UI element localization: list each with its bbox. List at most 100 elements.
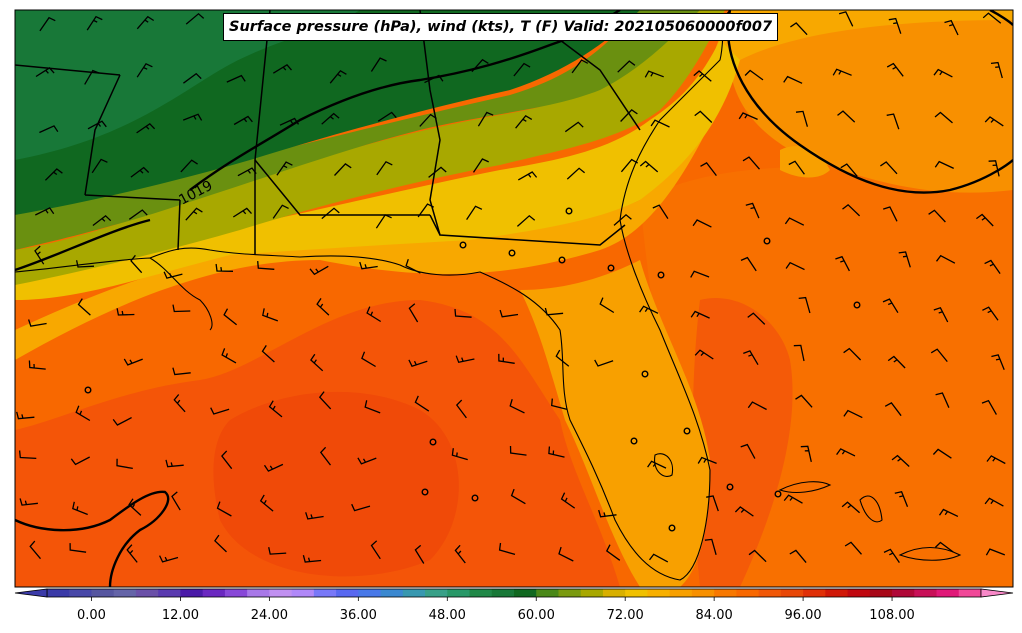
wind-barb xyxy=(617,60,636,73)
wind-barb xyxy=(566,167,586,180)
wind-barb xyxy=(268,547,287,555)
colorbar-swatch xyxy=(647,589,671,597)
wind-barb xyxy=(27,319,47,327)
colorbar-swatch xyxy=(313,589,337,597)
wind-barb xyxy=(930,348,948,363)
wind-barb xyxy=(377,111,397,122)
wind-barb xyxy=(257,261,275,270)
wind-barb xyxy=(648,553,669,563)
wind-barb xyxy=(882,298,899,314)
wind-barb xyxy=(740,443,756,459)
temperature-field-green-northwest xyxy=(15,10,360,160)
temperature-field-yellow xyxy=(15,40,740,300)
wind-barbs xyxy=(16,11,1006,564)
calm-wind-marker xyxy=(84,386,92,394)
wind-barb xyxy=(551,398,568,411)
wind-barb xyxy=(279,117,300,126)
colorbar-tick-label: 24.00 xyxy=(250,608,288,623)
colorbar-swatch xyxy=(625,589,648,597)
calm-wind-marker xyxy=(641,370,649,378)
wind-barb xyxy=(510,488,526,505)
wind-barb xyxy=(216,501,232,517)
map-title: Surface pressure (hPa), wind (kts), T (F… xyxy=(223,13,779,41)
wind-barb xyxy=(800,445,812,463)
wind-barb xyxy=(883,548,900,563)
wind-barb xyxy=(843,409,863,419)
colorbar-swatch xyxy=(869,589,893,597)
colorbar-arrow-left xyxy=(14,588,48,598)
calm-wind-marker xyxy=(668,524,676,532)
wind-barb xyxy=(835,255,850,272)
colorbar-swatch xyxy=(247,589,270,597)
wind-barb xyxy=(887,355,906,369)
wind-barb xyxy=(745,202,760,219)
wind-barb xyxy=(935,254,956,264)
wind-barb xyxy=(594,359,614,367)
colorbar-swatch xyxy=(135,589,159,597)
colorbar-swatch xyxy=(669,589,693,597)
wind-barb xyxy=(221,450,233,470)
wind-barb xyxy=(894,491,909,507)
wind-barb xyxy=(276,161,293,176)
colorbar-swatch xyxy=(447,589,471,597)
wind-barb xyxy=(39,125,59,134)
wind-barb xyxy=(498,542,516,556)
wind-barb xyxy=(934,111,953,124)
wind-barb xyxy=(984,497,1004,507)
colorbar-swatch xyxy=(714,589,737,597)
wind-barb xyxy=(364,400,381,414)
wind-barb xyxy=(984,259,1001,274)
wind-barb xyxy=(982,306,999,321)
wind-barb xyxy=(838,11,854,27)
colorbar-swatch xyxy=(602,589,626,597)
colorbar-swatch xyxy=(180,589,204,597)
wind-barb xyxy=(126,544,138,563)
wind-barb xyxy=(408,303,419,323)
colorbar-swatch xyxy=(69,589,92,597)
wind-barb xyxy=(321,207,340,220)
wind-barb xyxy=(34,245,45,265)
wind-barb xyxy=(748,549,767,563)
wind-barb xyxy=(934,160,954,169)
wind-barb xyxy=(891,454,910,467)
wind-barb xyxy=(742,156,760,170)
colorbar-swatch xyxy=(758,589,782,597)
wind-barb xyxy=(414,395,430,412)
wind-barb xyxy=(263,463,284,472)
calm-wind-marker xyxy=(429,438,437,446)
wind-barb xyxy=(499,309,519,318)
wind-barb xyxy=(471,58,489,73)
wind-barb xyxy=(548,446,565,458)
wind-barb xyxy=(70,456,91,466)
wind-barb xyxy=(639,305,659,314)
colorbar-swatch xyxy=(736,589,760,597)
colorbar-swatch xyxy=(47,589,70,597)
colorbar-tick-label: 0.00 xyxy=(76,608,106,623)
wind-barb xyxy=(334,163,352,176)
wind-barb xyxy=(694,349,714,360)
wind-barb xyxy=(652,204,669,219)
wind-barb xyxy=(183,72,202,84)
wind-barb xyxy=(375,214,392,229)
wind-barb xyxy=(738,112,758,120)
colorbar-swatch xyxy=(825,589,849,597)
state-borders xyxy=(15,10,641,255)
wind-barb xyxy=(272,63,292,74)
wind-barb xyxy=(316,298,330,316)
colorbar-swatch xyxy=(914,589,938,597)
wind-barb xyxy=(417,203,435,218)
wind-barb xyxy=(455,355,475,364)
wind-barb xyxy=(359,261,378,270)
calm-wind-marker xyxy=(726,483,734,491)
wind-barb xyxy=(214,534,227,553)
wind-barb xyxy=(984,116,1004,127)
wind-barb xyxy=(836,448,856,457)
wind-barb xyxy=(981,399,997,415)
wind-barb xyxy=(513,62,531,77)
wind-barb xyxy=(116,458,133,470)
wind-barb xyxy=(361,351,376,368)
wind-barb xyxy=(419,113,437,127)
wind-barb xyxy=(560,492,576,509)
wind-barb xyxy=(509,445,527,456)
wind-barb xyxy=(933,68,953,78)
